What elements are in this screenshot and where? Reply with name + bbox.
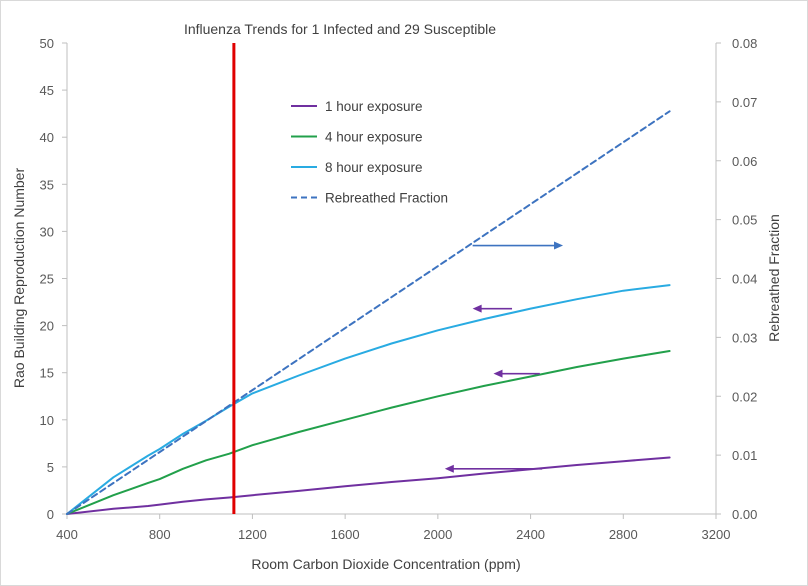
y-tick-label: 10 [40,413,54,428]
y2-tick-label: 0.07 [732,95,757,110]
legend-item: Rebreathed Fraction [291,191,448,206]
series-line-3 [66,284,671,515]
series-line-1 [66,456,671,515]
y2-tick-label: 0.04 [732,272,757,287]
legend-item: 4 hour exposure [291,130,423,145]
x-tick-label: 3200 [702,527,731,542]
x-tick-label: 2000 [423,527,452,542]
annotation-arrow [472,241,564,250]
x-tick-label: 1600 [331,527,360,542]
y2-tick-label: 0.08 [732,36,757,51]
x-tick-label: 1200 [238,527,267,542]
x-tick-label: 400 [56,527,78,542]
series-line-2 [66,350,671,515]
annotation-arrow [444,464,543,473]
y2-tick-label: 0.05 [732,213,757,228]
y2-axis-label: Rebreathed Fraction [766,214,782,342]
series-line-4 [66,110,671,515]
legend-label: 4 hour exposure [325,130,423,145]
x-axis-label: Room Carbon Dioxide Concentration (ppm) [251,556,520,572]
legend-item: 1 hour exposure [291,99,423,114]
legend-label: 1 hour exposure [325,99,423,114]
y-tick-label: 15 [40,366,54,381]
y2-tick-label: 0.06 [732,154,757,169]
x-tick-label: 2400 [516,527,545,542]
y2-tick-label: 0.01 [732,448,757,463]
y-tick-label: 40 [40,130,54,145]
legend-label: 8 hour exposure [325,160,423,175]
x-tick-label: 800 [149,527,171,542]
y2-tick-label: 0.00 [732,507,757,522]
annotation-arrow [472,304,513,313]
legend-item: 8 hour exposure [291,160,423,175]
y-tick-label: 5 [47,460,54,475]
legend-label: Rebreathed Fraction [325,191,448,206]
y2-tick-label: 0.03 [732,330,757,345]
annotation-arrow [493,369,540,378]
y-tick-label: 50 [40,36,54,51]
y-axis-label: Rao Building Reproduction Number [11,168,27,389]
y2-tick-label: 0.02 [732,389,757,404]
y-tick-label: 20 [40,319,54,334]
y-tick-label: 25 [40,272,54,287]
y-tick-label: 30 [40,224,54,239]
y-tick-label: 0 [47,507,54,522]
chart-title: Influenza Trends for 1 Infected and 29 S… [184,21,496,37]
y-tick-label: 45 [40,83,54,98]
x-tick-label: 2800 [609,527,638,542]
y-tick-label: 35 [40,177,54,192]
